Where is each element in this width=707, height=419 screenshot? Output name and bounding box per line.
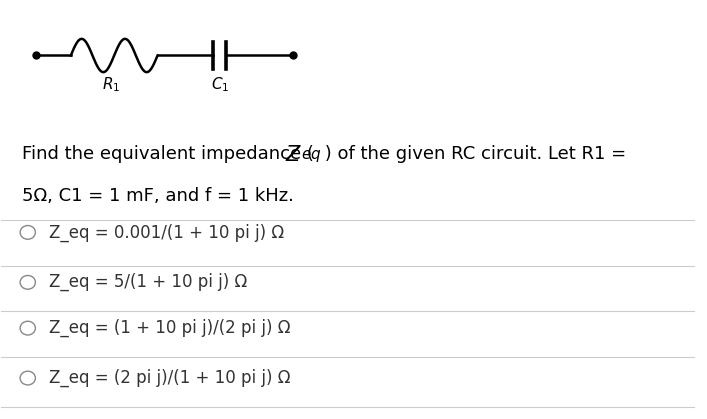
Text: $C_1$: $C_1$ bbox=[211, 75, 229, 94]
Text: ) of the given RC circuit. Let R1 =: ) of the given RC circuit. Let R1 = bbox=[320, 145, 626, 163]
Text: $\mathit{eq}$: $\mathit{eq}$ bbox=[301, 148, 322, 164]
Text: Find the equivalent impedance (: Find the equivalent impedance ( bbox=[22, 145, 314, 163]
Text: $R_1$: $R_1$ bbox=[102, 75, 120, 94]
Text: Z_eq = 0.001/(1 + 10 pi j) Ω: Z_eq = 0.001/(1 + 10 pi j) Ω bbox=[49, 223, 284, 241]
Text: Z_eq = (2 pi j)/(1 + 10 pi j) Ω: Z_eq = (2 pi j)/(1 + 10 pi j) Ω bbox=[49, 369, 290, 387]
Text: Z_eq = (1 + 10 pi j)/(2 pi j) Ω: Z_eq = (1 + 10 pi j)/(2 pi j) Ω bbox=[49, 319, 290, 337]
Text: 5Ω, C1 = 1 mF, and f = 1 kHz.: 5Ω, C1 = 1 mF, and f = 1 kHz. bbox=[22, 186, 294, 204]
Text: $\mathbf{\mathit{Z}}$: $\mathbf{\mathit{Z}}$ bbox=[285, 145, 302, 165]
Text: Z_eq = 5/(1 + 10 pi j) Ω: Z_eq = 5/(1 + 10 pi j) Ω bbox=[49, 273, 247, 292]
